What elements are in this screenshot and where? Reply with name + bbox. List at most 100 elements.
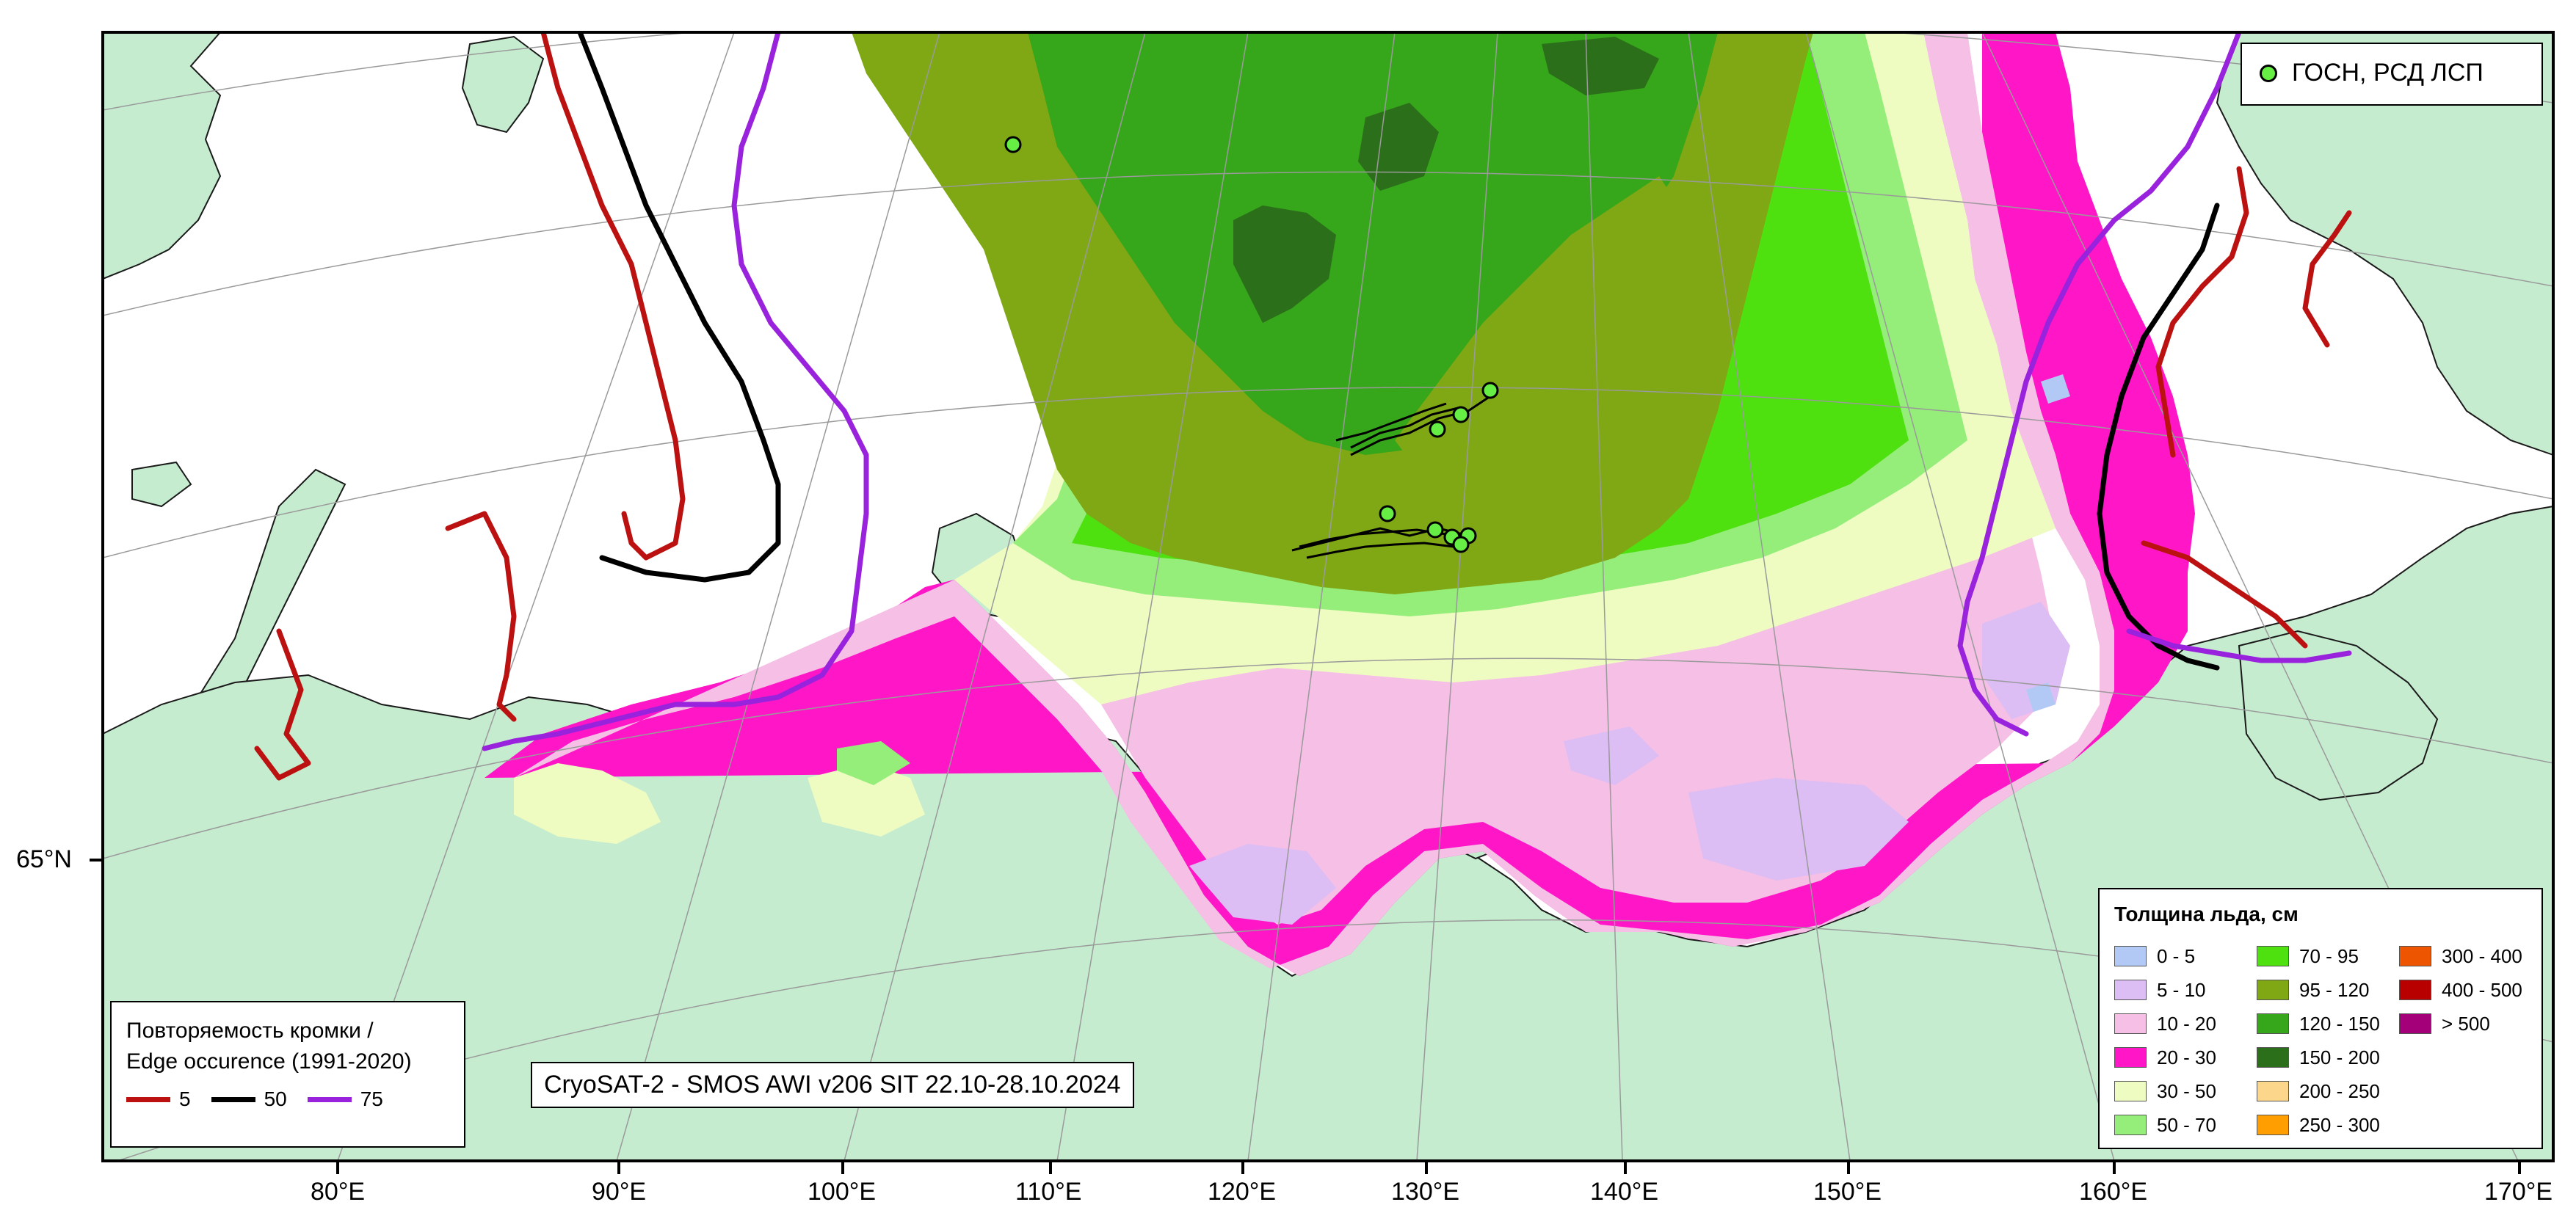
ice-class-20-30 — [485, 32, 2195, 976]
land-alaska — [2216, 32, 2553, 456]
axis-ticks — [90, 859, 2521, 1174]
edge-legend-value: 5 — [179, 1088, 191, 1110]
tick-label-80e: 80°E — [311, 1178, 366, 1206]
edge-legend-title-1: Повторяемость кромки / — [126, 1019, 374, 1043]
thickness-class-label: 10 - 20 — [2157, 1012, 2216, 1035]
thickness-class-item: 70 - 95 — [2257, 939, 2384, 973]
points-legend: ГОСН, РСД ЛСП — [2241, 43, 2543, 106]
ice-class-10-20 — [514, 32, 2114, 976]
thickness-classes: 0 - 5 5 - 10 10 - 20 20 - 30 30 - 50 50 - 70 7… — [2114, 939, 2527, 1142]
thickness-swatch — [2114, 1047, 2147, 1068]
thickness-swatch — [2399, 1013, 2431, 1034]
thickness-class-label: 30 - 50 — [2157, 1079, 2216, 1102]
edge-legend: Повторяемость кромки / Edge occurence (1… — [110, 1001, 465, 1148]
thickness-class-item: 10 - 20 — [2114, 1007, 2242, 1041]
thickness-class-item: 30 - 50 — [2114, 1074, 2242, 1108]
thickness-class-label: 50 - 70 — [2157, 1113, 2216, 1136]
edge-line-75 — [482, 32, 869, 751]
thickness-legend-title: Толщина льда, см — [2114, 903, 2299, 925]
thickness-class-label: 300 - 400 — [2442, 944, 2522, 967]
thickness-class-label: 5 - 10 — [2157, 978, 2206, 1001]
ice-class-0-5 — [2026, 682, 2056, 712]
tick-label-65n: 65°N — [16, 845, 72, 873]
thickness-swatch — [2257, 1081, 2289, 1101]
thickness-swatch — [2257, 946, 2289, 966]
thickness-class-item: 300 - 400 — [2399, 939, 2527, 973]
thickness-class-item: 200 - 250 — [2257, 1074, 2384, 1108]
thickness-class-item: 0 - 5 — [2114, 939, 2242, 973]
edge-legend-value: 75 — [360, 1088, 383, 1110]
thickness-swatch — [2257, 980, 2289, 1000]
tick-label-130e: 130°E — [1391, 1178, 1460, 1206]
drift-points — [1004, 136, 1499, 553]
tick-label-110e: 110°E — [1015, 1178, 1082, 1206]
thickness-swatch — [2399, 946, 2431, 966]
thickness-class-label: 200 - 250 — [2299, 1079, 2380, 1102]
drift-tracks — [1291, 395, 1491, 559]
thickness-class-item: 95 - 120 — [2257, 973, 2384, 1007]
edge-line-swatch — [211, 1096, 255, 1102]
drift-point — [1452, 536, 1470, 553]
thickness-class-label: 120 - 150 — [2299, 1012, 2380, 1035]
graticule — [103, 32, 2553, 1161]
thickness-class-item: 250 - 300 — [2257, 1108, 2384, 1142]
drift-point — [1426, 521, 1444, 539]
thickness-swatch — [2257, 1013, 2289, 1034]
thickness-class-label: 95 - 120 — [2299, 978, 2370, 1001]
thickness-class-label: 250 - 300 — [2299, 1113, 2380, 1136]
thickness-class-label: 400 - 500 — [2442, 978, 2522, 1001]
thickness-class-item: > 500 — [2399, 1007, 2527, 1041]
edge-legend-value: 50 — [264, 1088, 287, 1110]
thickness-class-label: > 500 — [2442, 1012, 2490, 1035]
land-franz-josef — [461, 35, 545, 134]
map-frame — [101, 31, 2555, 1162]
edge-line-5 — [540, 32, 686, 561]
thickness-class-item: 5 - 10 — [2114, 973, 2242, 1007]
thickness-swatch — [2114, 1081, 2147, 1101]
thickness-swatch — [2114, 980, 2147, 1000]
thickness-legend: Толщина льда, см 0 - 5 5 - 10 10 - 20 20 - … — [2098, 888, 2543, 1149]
thickness-class-item: 120 - 150 — [2257, 1007, 2384, 1041]
drift-point — [1004, 136, 1022, 153]
thickness-swatch — [2399, 980, 2431, 1000]
drift-point — [1481, 382, 1499, 399]
tick-label-100e: 100°E — [808, 1178, 877, 1206]
tick-label-90e: 90°E — [592, 1178, 647, 1206]
thickness-swatch — [2114, 1115, 2147, 1135]
thickness-class-item: 150 - 200 — [2257, 1041, 2384, 1074]
thickness-class-label: 150 - 200 — [2299, 1046, 2380, 1068]
ice-class-150-200 — [1233, 205, 1336, 323]
tick-label-170e: 170°E — [2484, 1178, 2553, 1206]
thickness-swatch — [2114, 946, 2147, 966]
edge-legend-item: 50 — [211, 1088, 287, 1111]
ice-thickness-field — [485, 32, 2195, 976]
edge-legend-title-2: Edge occurence (1991-2020) — [126, 1049, 412, 1074]
edge-line-swatch — [126, 1096, 170, 1102]
edge-line-50 — [577, 32, 781, 583]
edge-legend-item: 5 — [126, 1088, 191, 1111]
tick-label-120e: 120°E — [1208, 1178, 1277, 1206]
thickness-class-label: 0 - 5 — [2157, 944, 2196, 967]
drift-point-icon — [2260, 64, 2277, 82]
drift-point — [1429, 420, 1446, 438]
edge-legend-item: 75 — [307, 1088, 383, 1111]
points-legend-label: ГОСН, РСД ЛСП — [2292, 59, 2484, 87]
thickness-class-item: 20 - 30 — [2114, 1041, 2242, 1074]
thickness-class-item: 400 - 500 — [2399, 973, 2527, 1007]
thickness-class-label: 20 - 30 — [2157, 1046, 2216, 1068]
edge-lines — [254, 32, 2352, 781]
thickness-swatch — [2257, 1047, 2289, 1068]
thickness-class-item: 50 - 70 — [2114, 1108, 2242, 1142]
land-scandinavia — [103, 32, 222, 280]
ice-class-5-10 — [1189, 844, 1336, 925]
drift-point — [1452, 406, 1470, 423]
tick-label-160e: 160°E — [2079, 1178, 2148, 1206]
thickness-class-label: 70 - 95 — [2299, 944, 2359, 967]
thickness-swatch — [2114, 1013, 2147, 1034]
tick-label-150e: 150°E — [1813, 1178, 1882, 1206]
thickness-swatch — [2257, 1115, 2289, 1135]
product-caption: CryoSAT-2 - SMOS AWI v206 SIT 22.10-28.1… — [531, 1062, 1134, 1108]
tick-label-140e: 140°E — [1590, 1178, 1659, 1206]
edge-line-swatch — [307, 1096, 352, 1102]
